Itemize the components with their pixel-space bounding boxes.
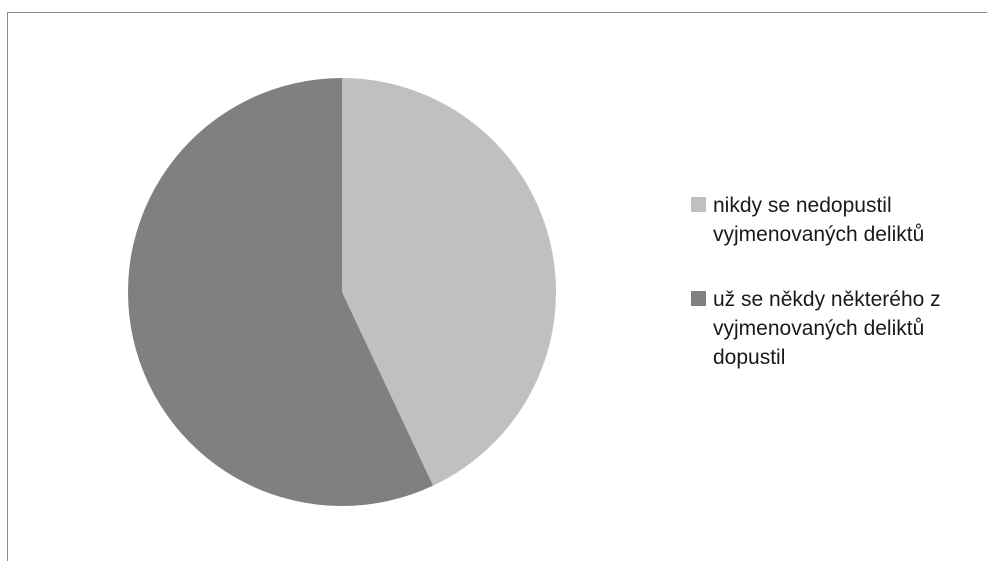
chart-area [7, 12, 987, 561]
pie-slice-never [342, 78, 556, 486]
legend-swatch-never [691, 197, 706, 212]
legend: nikdy se nedopustil vyjmenovaných delikt… [691, 191, 981, 408]
pie-slice-committed [127, 78, 434, 506]
legend-label-never: nikdy se nedopustil vyjmenovaných delikt… [713, 194, 925, 246]
legend-swatch-committed [691, 291, 706, 306]
legend-label-committed: už se někdy některého z vyjmenovaných de… [713, 288, 941, 369]
legend-item-committed: už se někdy některého z vyjmenovaných de… [691, 285, 981, 372]
legend-item-never: nikdy se nedopustil vyjmenovaných delikt… [691, 191, 981, 249]
